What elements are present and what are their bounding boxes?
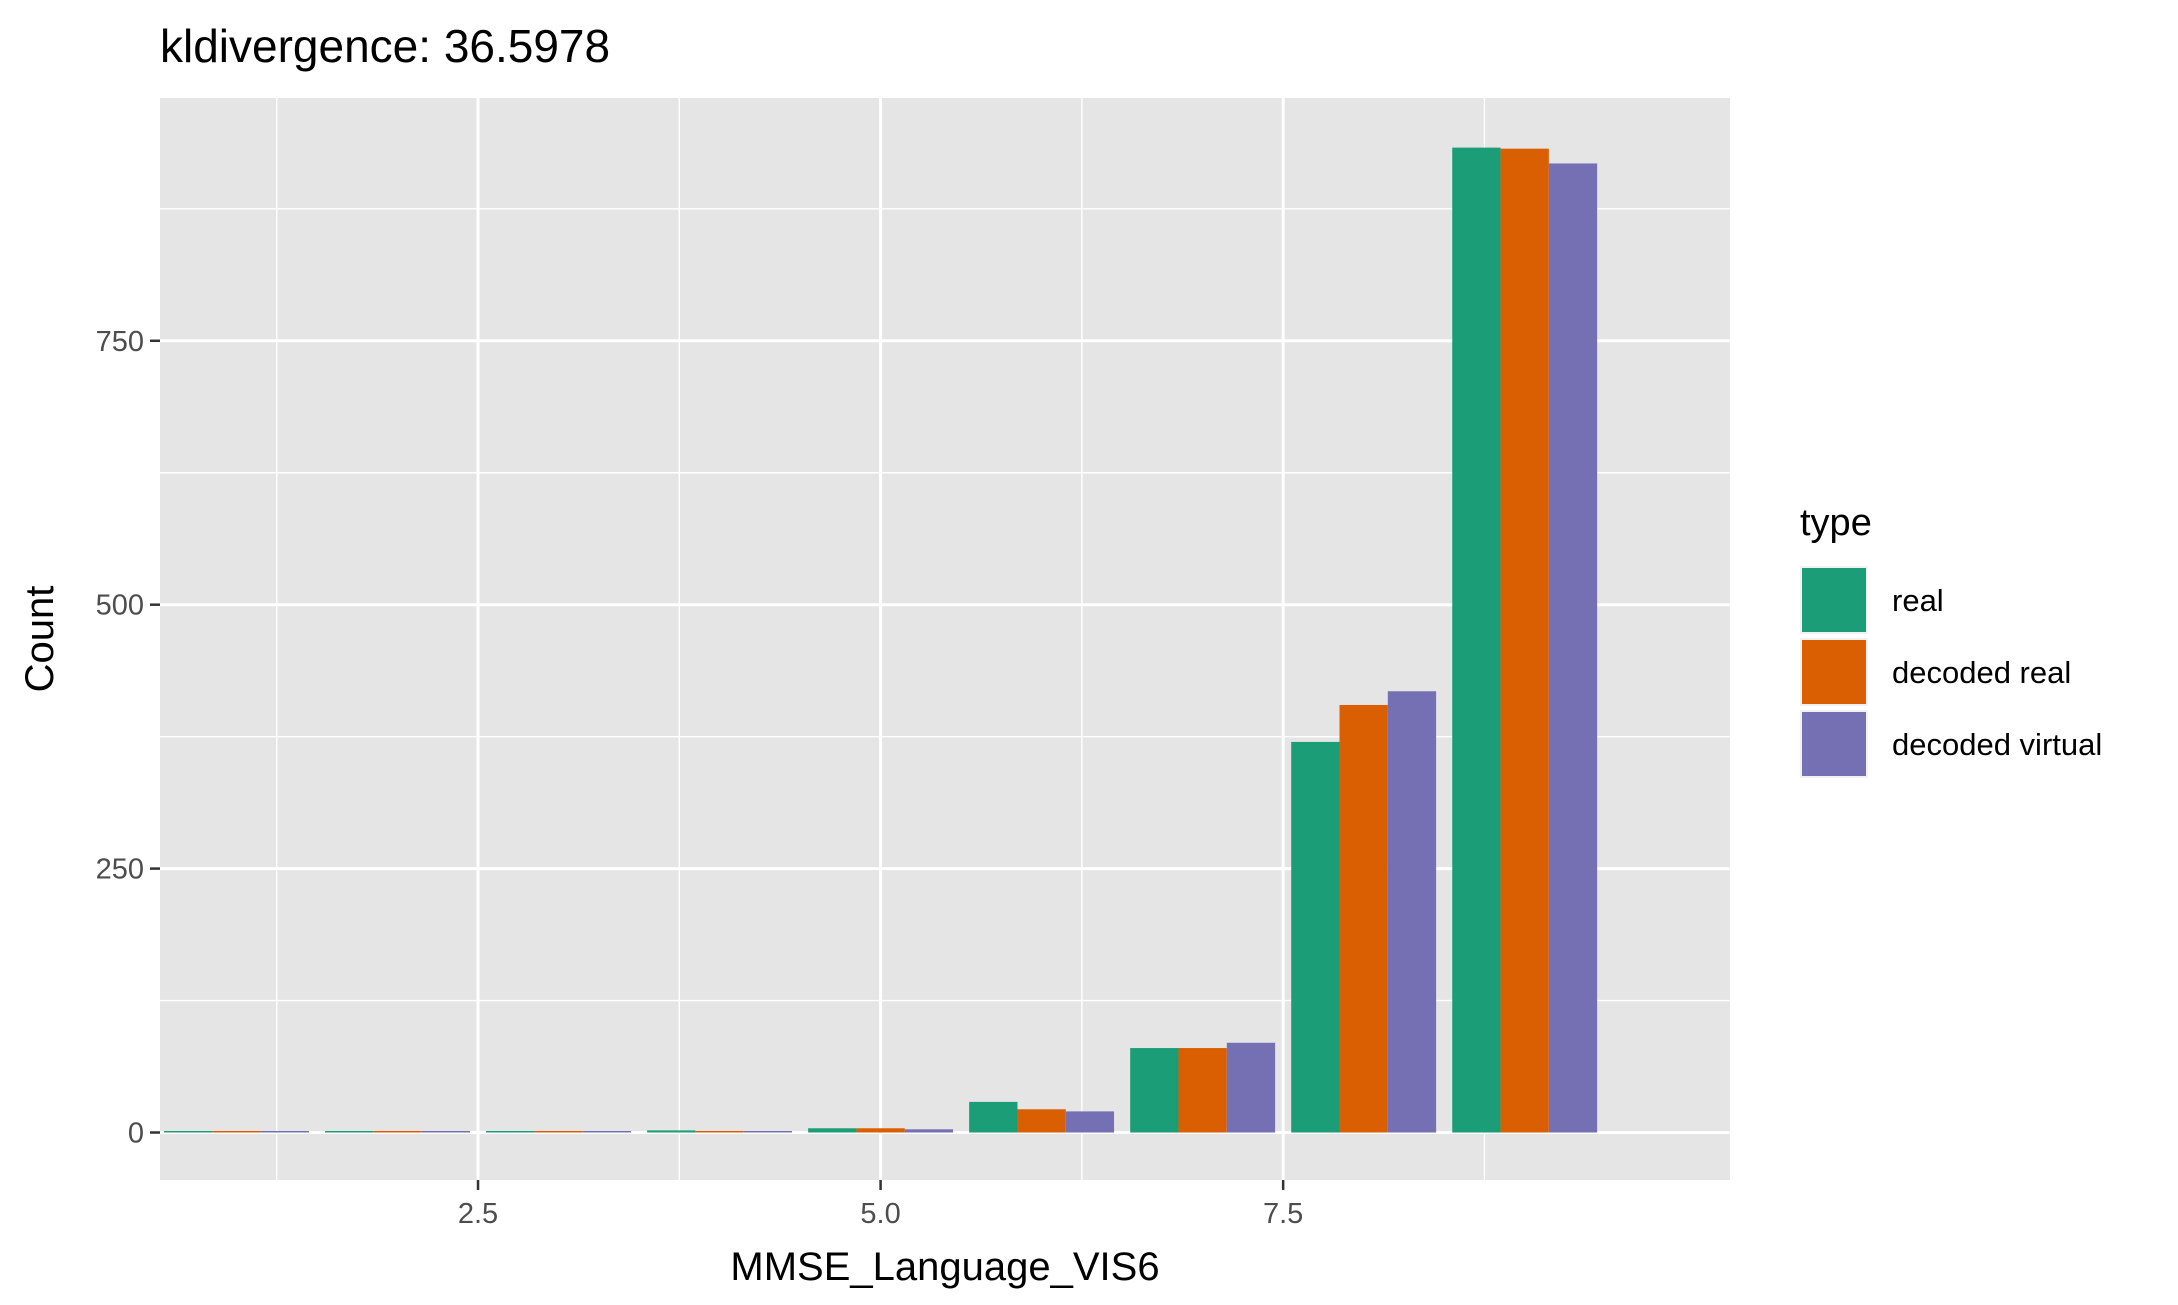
bar <box>1017 1109 1066 1133</box>
bar <box>260 1130 309 1133</box>
bar <box>743 1130 793 1133</box>
bar <box>534 1130 583 1133</box>
y-tick-label: 750 <box>96 326 144 358</box>
chart-title: kldivergence: 36.5978 <box>160 20 610 72</box>
bars <box>164 147 1598 1133</box>
bar <box>1548 163 1598 1133</box>
bar <box>421 1130 470 1133</box>
bar <box>695 1130 744 1133</box>
y-tick-label: 250 <box>96 854 144 886</box>
bar <box>164 1130 213 1133</box>
legend-label: real <box>1892 583 1944 618</box>
bar <box>1130 1048 1179 1133</box>
bar <box>1500 148 1549 1133</box>
legend-label: decoded real <box>1892 655 2071 690</box>
bar <box>1226 1042 1276 1133</box>
bar <box>1178 1048 1227 1133</box>
legend-title: type <box>1800 502 1872 544</box>
bar <box>486 1130 535 1133</box>
y-tick-label: 500 <box>96 590 144 622</box>
legend-key <box>1802 568 1866 632</box>
x-axis-title: MMSE_Language_VIS6 <box>730 1245 1159 1289</box>
bar <box>969 1101 1018 1133</box>
bar <box>1065 1111 1115 1133</box>
x-axis: 2.5 5.0 7.5 <box>458 1180 1303 1230</box>
legend: type real decoded real decoded virtual <box>1800 502 2102 778</box>
bar <box>904 1129 954 1133</box>
bar <box>1291 741 1340 1133</box>
x-tick-label: 7.5 <box>1263 1198 1303 1230</box>
y-axis: 0 250 500 750 <box>96 326 160 1149</box>
y-axis-title: Count <box>18 586 62 693</box>
bar <box>582 1130 631 1133</box>
bar <box>373 1130 422 1133</box>
bar <box>1452 147 1501 1133</box>
legend-label: decoded virtual <box>1892 727 2102 762</box>
bar <box>1339 704 1388 1133</box>
legend-key <box>1802 712 1866 776</box>
bar <box>212 1130 261 1133</box>
bar <box>647 1130 696 1133</box>
bar <box>808 1128 857 1133</box>
y-tick-label: 0 <box>128 1117 144 1149</box>
x-tick-label: 2.5 <box>458 1198 498 1230</box>
bar <box>325 1130 374 1133</box>
bar <box>1387 691 1437 1133</box>
legend-key <box>1802 640 1866 704</box>
x-tick-label: 5.0 <box>860 1198 900 1230</box>
bar <box>856 1128 905 1133</box>
